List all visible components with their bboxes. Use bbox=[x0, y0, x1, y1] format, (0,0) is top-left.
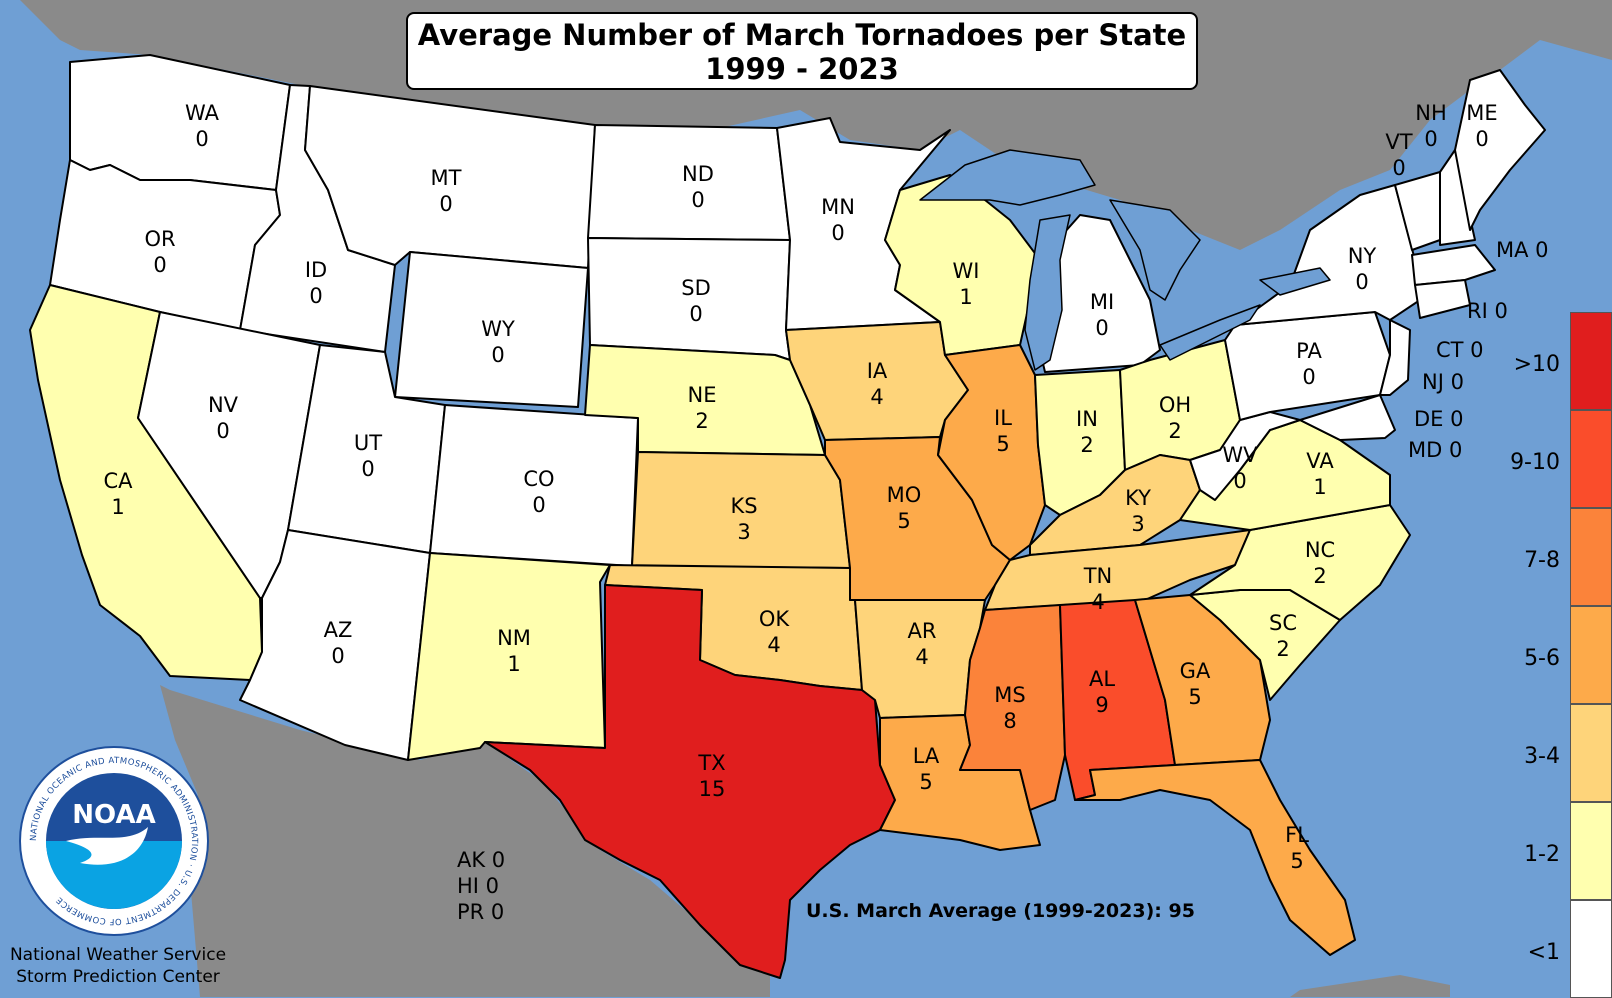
label-il: IL 5 bbox=[994, 406, 1012, 456]
lake-huron bbox=[1109, 199, 1201, 301]
state-nc bbox=[1189, 504, 1411, 621]
label-wv: WV 0 bbox=[1222, 443, 1258, 493]
label-tx: TX 15 bbox=[698, 751, 726, 801]
label-fl: FL 5 bbox=[1285, 823, 1309, 873]
label-mi: MI 0 bbox=[1089, 290, 1115, 340]
label-oh: OH 2 bbox=[1158, 393, 1192, 443]
label-mt: MT 0 bbox=[430, 166, 462, 216]
label-ia: IA 4 bbox=[866, 359, 888, 409]
legend-swatch-5-6 bbox=[1570, 606, 1612, 704]
label-co: CO 0 bbox=[523, 467, 555, 517]
map-subtitle: 1999 - 2023 bbox=[705, 52, 899, 86]
label-wy: WY 0 bbox=[481, 317, 515, 367]
label-ut: UT 0 bbox=[353, 431, 383, 481]
legend-label-1-2: 1-2 bbox=[1524, 842, 1560, 867]
territories-list: AK 0 HI 0 PR 0 bbox=[457, 847, 505, 925]
noaa-logo: NOAA NATIONAL OCEANIC AND ATMOSPHERIC AD… bbox=[19, 746, 209, 936]
state-wv bbox=[1189, 411, 1301, 501]
canada-land bbox=[0, 0, 1612, 250]
label-ms: MS 8 bbox=[994, 683, 1026, 733]
label-ak: AK 0 bbox=[457, 848, 506, 872]
credits-line2: Storm Prediction Center bbox=[16, 967, 220, 987]
legend-label-5-6: 5-6 bbox=[1524, 646, 1560, 671]
label-al: AL 9 bbox=[1088, 667, 1116, 717]
baja-land bbox=[160, 685, 240, 860]
label-id: ID 0 bbox=[304, 258, 328, 308]
legend-swatch-3-4 bbox=[1570, 704, 1612, 802]
lake-michigan bbox=[1024, 214, 1071, 371]
label-me: ME 0 bbox=[1466, 101, 1498, 151]
legend-swatch-gt10 bbox=[1570, 312, 1612, 410]
label-sc: SC 2 bbox=[1269, 611, 1297, 661]
legend-label-3-4: 3-4 bbox=[1524, 744, 1560, 769]
state-tx bbox=[484, 584, 896, 979]
state-wy bbox=[394, 251, 589, 408]
label-ne: NE 2 bbox=[687, 383, 717, 433]
state-me bbox=[1454, 69, 1546, 231]
label-md: MD 0 bbox=[1408, 438, 1463, 462]
label-mo: MO 5 bbox=[886, 483, 922, 533]
state-nj bbox=[1379, 319, 1411, 396]
label-ks: KS 3 bbox=[730, 494, 758, 544]
state-tn bbox=[984, 529, 1251, 611]
label-ga: GA 5 bbox=[1179, 659, 1211, 709]
map-title: Average Number of March Tornadoes per St… bbox=[417, 18, 1187, 52]
credits: National Weather Service Storm Predictio… bbox=[8, 944, 228, 988]
legend: >10 9-10 7-8 5-6 3-4 1-2 <1 bbox=[1510, 312, 1612, 998]
label-va: VA 1 bbox=[1306, 449, 1334, 499]
label-or: OR 0 bbox=[144, 227, 176, 277]
label-nm: NM 1 bbox=[497, 626, 531, 676]
label-nh: NH 0 bbox=[1415, 101, 1447, 151]
label-nc: NC 2 bbox=[1304, 538, 1336, 588]
cuba-land bbox=[1290, 975, 1450, 997]
legend-swatch-9-10 bbox=[1570, 410, 1612, 508]
legend-label-9-10: 9-10 bbox=[1510, 450, 1560, 475]
label-ca: CA 1 bbox=[103, 469, 133, 519]
label-tn: TN 4 bbox=[1083, 564, 1113, 614]
label-nj: NJ 0 bbox=[1422, 370, 1464, 394]
state-de-md bbox=[1299, 394, 1396, 441]
us-average-text: U.S. March Average (1999-2023): 95 bbox=[806, 900, 1195, 922]
label-sd: SD 0 bbox=[681, 276, 711, 326]
label-vt: VT 0 bbox=[1385, 130, 1413, 180]
legend-label-lt1: <1 bbox=[1527, 940, 1560, 965]
label-ok: OK 4 bbox=[758, 607, 790, 657]
label-pr: PR 0 bbox=[457, 900, 505, 924]
label-wi: WI 1 bbox=[952, 259, 980, 309]
label-nv: NV 0 bbox=[207, 393, 239, 443]
credits-line1: National Weather Service bbox=[9, 945, 227, 965]
lake-ontario bbox=[1259, 267, 1331, 296]
legend-label-7-8: 7-8 bbox=[1524, 548, 1560, 573]
state-ct-ri bbox=[1414, 279, 1471, 319]
legend-label-gt10: >10 bbox=[1513, 352, 1560, 377]
lake-superior bbox=[919, 149, 1096, 206]
label-hi: HI 0 bbox=[457, 874, 500, 898]
label-la: LA 5 bbox=[912, 744, 940, 794]
label-ky: KY 3 bbox=[1125, 486, 1151, 536]
noaa-logo-text: NOAA bbox=[72, 800, 155, 830]
label-in: IN 2 bbox=[1076, 407, 1098, 457]
label-pa: PA 0 bbox=[1296, 339, 1322, 389]
label-nd: ND 0 bbox=[682, 162, 714, 212]
label-ct: CT 0 bbox=[1436, 338, 1484, 362]
label-az: AZ 0 bbox=[323, 618, 353, 668]
label-ar: AR 4 bbox=[907, 619, 937, 669]
label-de: DE 0 bbox=[1414, 407, 1464, 431]
legend-swatch-1-2 bbox=[1570, 802, 1612, 900]
legend-swatch-7-8 bbox=[1570, 508, 1612, 606]
state-nh bbox=[1439, 149, 1476, 246]
legend-swatch-lt1 bbox=[1570, 900, 1612, 998]
lake-erie bbox=[1159, 304, 1261, 361]
state-fl bbox=[1074, 759, 1356, 956]
state-ma bbox=[1411, 244, 1496, 286]
label-wa: WA 0 bbox=[185, 101, 219, 151]
label-ma: MA 0 bbox=[1496, 238, 1549, 262]
map-title-box: Average Number of March Tornadoes per St… bbox=[406, 12, 1198, 90]
mexico-land bbox=[170, 690, 770, 997]
label-mn: MN 0 bbox=[821, 195, 855, 245]
label-ny: NY 0 bbox=[1347, 244, 1377, 294]
label-ri: RI 0 bbox=[1467, 299, 1508, 323]
